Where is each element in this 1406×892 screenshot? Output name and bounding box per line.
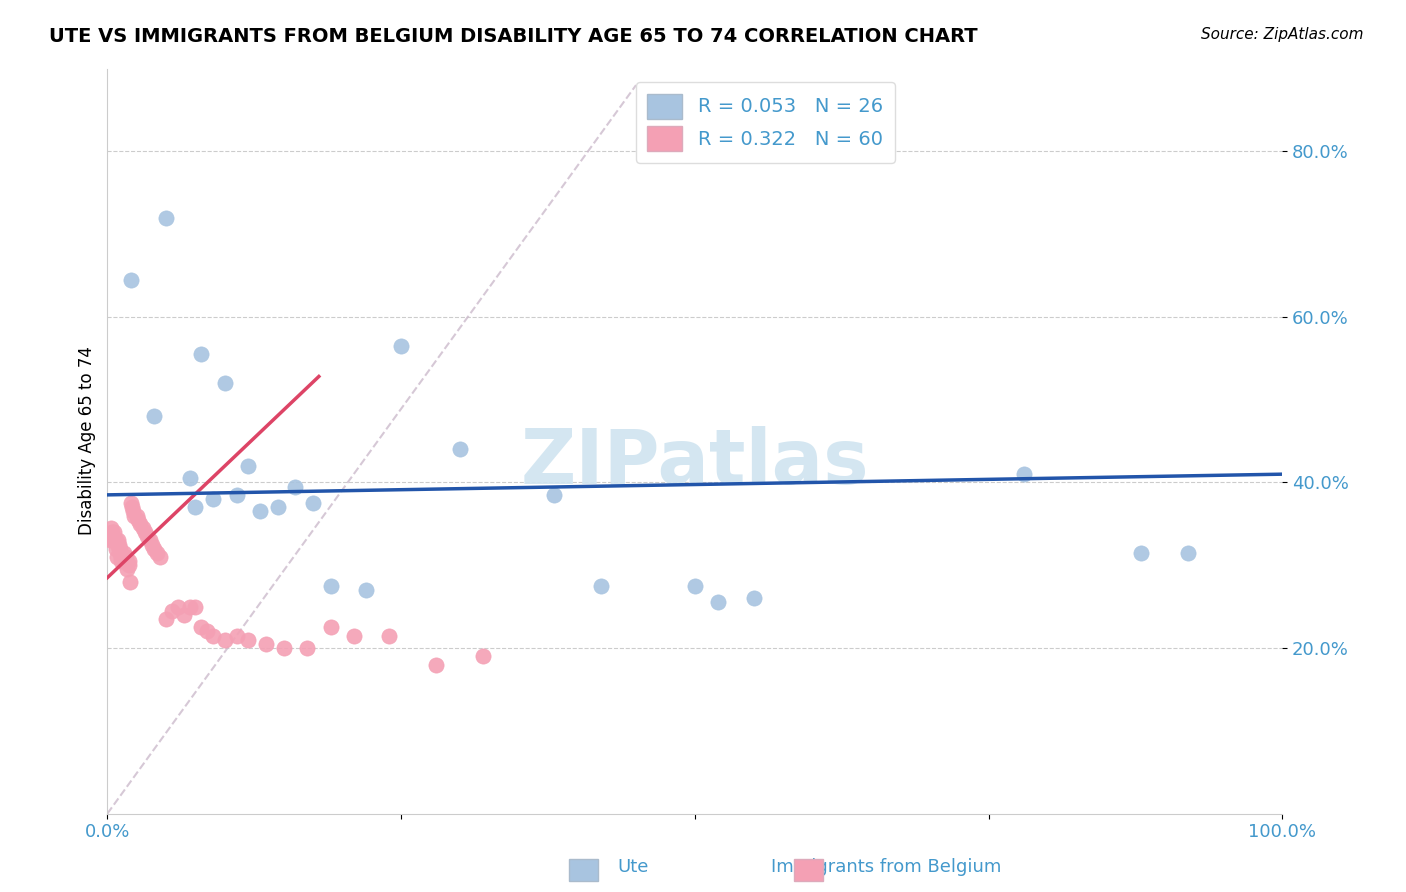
Point — [273, 640, 295, 655]
Y-axis label: Disability Age 65 to 74: Disability Age 65 to 74 — [79, 347, 96, 535]
Point — [202, 491, 225, 506]
Point — [249, 504, 271, 518]
Point — [110, 541, 132, 556]
Point — [160, 604, 183, 618]
Point — [129, 516, 152, 531]
Point — [225, 488, 247, 502]
Point — [138, 533, 160, 548]
Point — [302, 496, 325, 510]
Point — [742, 591, 765, 606]
Point — [184, 500, 207, 515]
Text: Immigrants from Belgium: Immigrants from Belgium — [770, 858, 1001, 876]
Point — [1177, 546, 1199, 560]
Point — [98, 533, 121, 548]
Point — [225, 629, 247, 643]
Point — [112, 546, 135, 560]
Legend: R = 0.053   N = 26, R = 0.322   N = 60: R = 0.053 N = 26, R = 0.322 N = 60 — [636, 82, 894, 163]
Point — [107, 537, 129, 551]
Point — [190, 347, 212, 361]
Point — [173, 607, 195, 622]
Point — [190, 620, 212, 634]
Point — [110, 554, 132, 568]
Point — [1130, 546, 1153, 560]
Point — [425, 657, 447, 672]
Point — [110, 549, 132, 564]
Point — [267, 500, 290, 515]
Point — [389, 339, 412, 353]
Point — [543, 488, 565, 502]
Point — [107, 533, 129, 548]
Point — [167, 599, 190, 614]
Point — [683, 579, 706, 593]
Point — [105, 549, 128, 564]
Point — [155, 612, 177, 626]
Point — [295, 640, 318, 655]
Point — [319, 620, 342, 634]
Point — [155, 211, 177, 225]
Point — [214, 376, 236, 390]
Point — [179, 599, 201, 614]
Point — [108, 541, 131, 556]
Point — [449, 442, 471, 457]
Point — [378, 629, 401, 643]
Point — [115, 549, 138, 564]
Point — [354, 583, 377, 598]
Point — [131, 521, 153, 535]
Point — [124, 508, 146, 523]
Point — [110, 546, 132, 560]
Point — [122, 504, 145, 518]
Point — [103, 525, 125, 540]
Point — [184, 599, 207, 614]
Point — [284, 480, 307, 494]
Point — [202, 629, 225, 643]
Point — [141, 537, 163, 551]
Point — [120, 496, 142, 510]
Point — [118, 574, 141, 589]
Point — [214, 632, 236, 647]
Point — [319, 579, 342, 593]
Point — [117, 558, 139, 573]
Point — [238, 458, 260, 473]
Point — [114, 554, 136, 568]
Text: UTE VS IMMIGRANTS FROM BELGIUM DISABILITY AGE 65 TO 74 CORRELATION CHART: UTE VS IMMIGRANTS FROM BELGIUM DISABILIT… — [49, 27, 977, 45]
Point — [343, 629, 366, 643]
Point — [104, 533, 127, 548]
Text: Source: ZipAtlas.com: Source: ZipAtlas.com — [1201, 27, 1364, 42]
Point — [472, 649, 495, 664]
Point — [115, 554, 138, 568]
Point — [108, 537, 131, 551]
Point — [103, 533, 125, 548]
Point — [125, 508, 148, 523]
Point — [127, 513, 149, 527]
Point — [707, 595, 730, 609]
Point — [143, 409, 166, 424]
Point — [100, 521, 122, 535]
Point — [238, 632, 260, 647]
Point — [254, 637, 277, 651]
Point — [104, 541, 127, 556]
Point — [117, 562, 139, 576]
Point — [101, 525, 124, 540]
Text: Ute: Ute — [617, 858, 648, 876]
Point — [134, 525, 156, 540]
Point — [143, 541, 166, 556]
Point — [589, 579, 612, 593]
Point — [145, 546, 167, 560]
Point — [121, 500, 143, 515]
Point — [149, 549, 172, 564]
Point — [136, 529, 159, 543]
Point — [195, 624, 218, 639]
Text: ZIPatlas: ZIPatlas — [520, 426, 869, 500]
Point — [179, 471, 201, 485]
Point — [117, 554, 139, 568]
Point — [111, 549, 134, 564]
Point — [120, 272, 142, 286]
Point — [1012, 467, 1035, 482]
